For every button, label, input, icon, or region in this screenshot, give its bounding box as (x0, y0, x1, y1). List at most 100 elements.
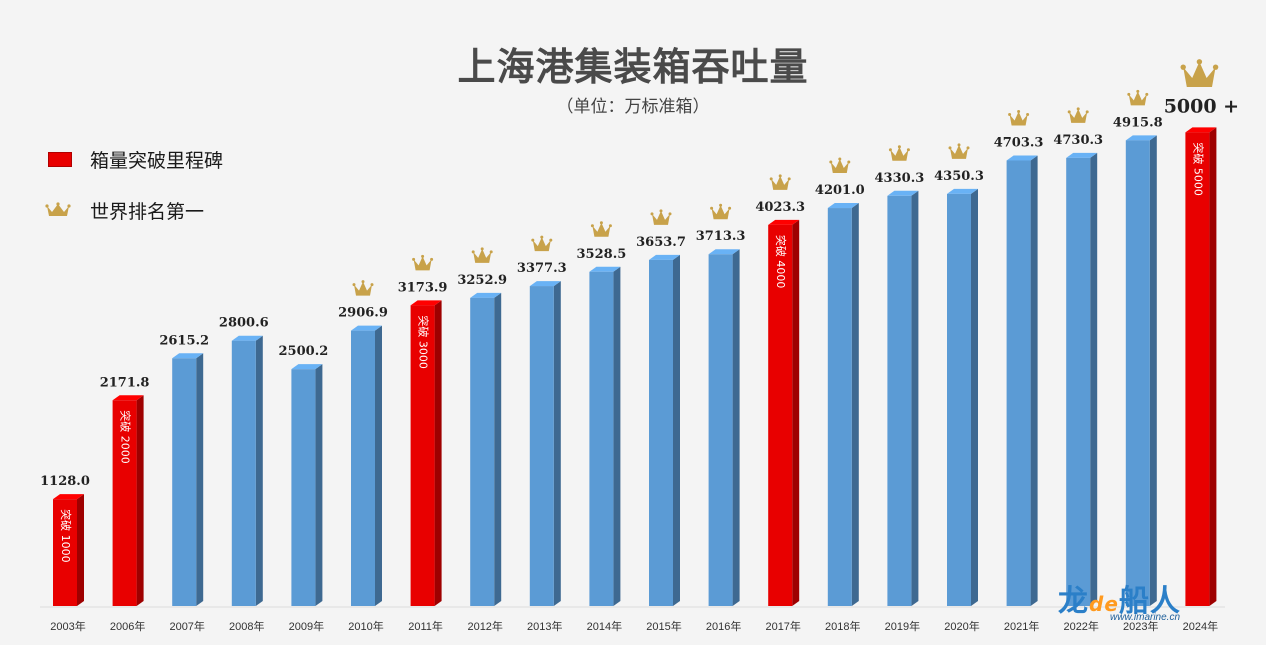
bar-front (351, 330, 375, 606)
watermark-brand-main: 龙 (1058, 584, 1089, 619)
bar (112, 395, 144, 606)
x-tick-label: 2012年 (467, 619, 502, 633)
value-label: 4730.3 (1053, 133, 1103, 148)
bar (1006, 155, 1038, 606)
crown-icon (352, 280, 374, 296)
x-tick-label: 2019年 (885, 619, 920, 633)
x-tick-label: 2015年 (646, 619, 681, 633)
bar (947, 188, 978, 606)
crown-icon (650, 209, 672, 225)
value-label: 2615.2 (159, 333, 209, 348)
x-tick-label: 2006年 (110, 619, 145, 633)
bar-front (589, 271, 614, 606)
bar-front (1066, 157, 1091, 607)
bar-top (1006, 155, 1038, 161)
bar-front (410, 305, 435, 606)
bar-front (470, 297, 495, 606)
bar-side (1209, 127, 1217, 606)
bar-side (613, 266, 621, 606)
bar-top (291, 364, 323, 370)
bar-front (827, 208, 852, 606)
bar-side (1030, 155, 1038, 606)
bar-front (291, 369, 316, 606)
bar-top (1066, 152, 1098, 158)
value-label: 2800.6 (219, 316, 269, 331)
bar-side (315, 364, 323, 606)
x-tick-label: 2021年 (1004, 619, 1039, 633)
x-tick-label: 2003年 (50, 619, 85, 633)
crown-icon (471, 247, 493, 263)
crown-icon (829, 157, 851, 174)
bar-front (768, 224, 793, 606)
bar-side (77, 494, 84, 606)
x-tick-label: 2010年 (348, 619, 383, 633)
legend-item-world-first: 世界排名第一 (44, 197, 204, 223)
crown-icon (1180, 59, 1219, 87)
crown-icon (590, 221, 612, 237)
bar-top (172, 353, 204, 359)
bar (470, 292, 502, 606)
value-label: 4703.3 (994, 135, 1044, 150)
bar (1185, 127, 1217, 606)
bar (708, 249, 740, 607)
bar-front (172, 358, 197, 606)
x-tick-label: 2016年 (706, 619, 741, 633)
bar-top (410, 300, 442, 306)
watermark-url: www.imarine.cn (1110, 612, 1181, 623)
x-tick-label: 2009年 (289, 619, 324, 633)
crown-icon (531, 235, 553, 252)
bar-side (196, 353, 204, 606)
bar-front (1185, 132, 1210, 606)
bar-front (708, 254, 733, 607)
watermark-logo: 龙de船人 www.imarine.cn (1058, 572, 1254, 628)
bar-front (231, 340, 256, 606)
bar (351, 325, 382, 606)
crown-icon (1008, 109, 1030, 126)
bar-side (911, 190, 919, 606)
bar-top (1185, 127, 1217, 133)
bar-top (529, 281, 561, 287)
bar-top (1125, 135, 1157, 141)
bar-front (53, 499, 77, 606)
bar-top (231, 335, 263, 341)
x-tick-label: 2024年 (1183, 619, 1218, 633)
x-tick-label: 2023年 (1123, 619, 1158, 633)
x-tick-label: 2022年 (1063, 619, 1098, 633)
legend-item-milestone: 箱量突破里程碑 (44, 146, 223, 172)
bar-side (1090, 152, 1098, 607)
bar-top (53, 494, 84, 500)
crown-icon (948, 143, 970, 159)
x-tick-label: 2013年 (527, 619, 562, 633)
bar-side (851, 203, 859, 606)
x-tick-label: 2011年 (408, 619, 443, 633)
bar (1066, 152, 1098, 607)
bar-top (708, 249, 740, 255)
bar (172, 353, 204, 606)
crown-icon (1067, 107, 1089, 123)
bar-top (112, 395, 144, 401)
value-label: 2500.2 (279, 344, 329, 359)
watermark-brand: 龙de船人 (1058, 576, 1181, 620)
bar-side (136, 395, 144, 606)
crown-icon (412, 254, 434, 271)
watermark-brand-de: de (1089, 592, 1119, 616)
x-tick-label: 2008年 (229, 619, 264, 633)
chart-subtitle: （单位：万标准箱） (556, 97, 710, 117)
legend-label-milestone: 箱量突破里程碑 (90, 149, 224, 172)
value-label: 3173.9 (398, 280, 448, 295)
milestone-label: 突破 3000 (417, 315, 431, 369)
legend-label-world-first: 世界排名第一 (90, 200, 205, 223)
x-tick-label: 2017年 (765, 619, 800, 633)
bar (649, 254, 680, 606)
bar-top (589, 266, 621, 272)
bar-side (792, 219, 800, 606)
bar (291, 364, 323, 606)
value-label: 4330.3 (875, 171, 925, 186)
bar (827, 203, 859, 606)
bar-side (494, 292, 502, 606)
milestone-label: 突破 5000 (1191, 142, 1205, 196)
value-label: 3377.3 (517, 261, 567, 276)
value-label: 3252.9 (457, 273, 507, 288)
legend-red-swatch (48, 151, 72, 167)
bar-front (649, 259, 673, 606)
